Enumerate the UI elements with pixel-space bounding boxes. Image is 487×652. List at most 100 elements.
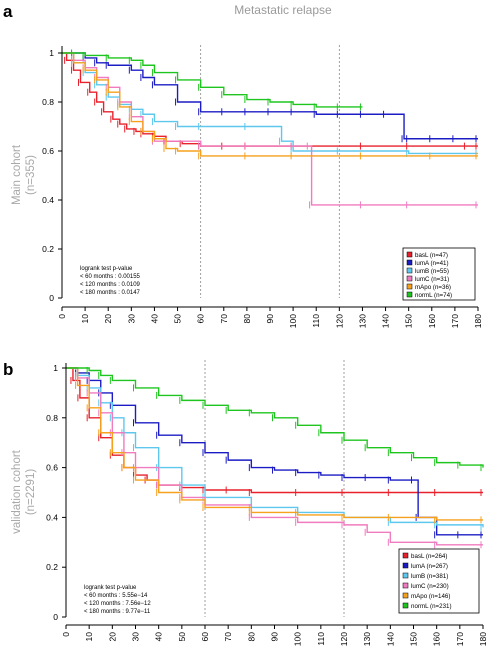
reference-lines-a <box>200 45 340 298</box>
stats-b-line1: logrank test p-value <box>84 585 137 591</box>
x-tick-label-b-8: 80 <box>246 632 256 642</box>
legend-label-b-4: mApo (n=146) <box>411 593 450 600</box>
x-tick-label-a-5: 50 <box>173 314 183 324</box>
survival-curves-b <box>66 366 484 549</box>
x-ticks-b: 0 10 20 30 40 50 60 70 80 90 100 110 120 130 140 150 160… <box>61 625 487 646</box>
legend-a: basL (n=47)lumA (n=41)lumB (n=55)lumC (n… <box>402 247 476 301</box>
stats-box-b: logrank test p-value < 60 months : 5.55e… <box>84 585 151 615</box>
series-a-2 <box>62 52 478 157</box>
x-tick-label-b-18: 180 <box>478 632 487 646</box>
x-tick-label-b-15: 150 <box>409 632 419 646</box>
legend-swatch-b-5 <box>402 602 409 609</box>
x-tick-label-a-7: 70 <box>219 314 229 324</box>
y-tick-label-a-3: 0.6 <box>42 146 54 156</box>
x-tick-label-a-15: 150 <box>404 314 414 328</box>
x-tick-label-b-7: 70 <box>223 632 233 642</box>
x-tick-label-a-16: 160 <box>427 314 437 328</box>
legend-label-b-2: lumB (n=381) <box>411 573 448 580</box>
x-tick-label-a-8: 80 <box>242 314 252 324</box>
x-tick-label-a-13: 130 <box>357 314 367 328</box>
survival-curve-a-4 <box>62 52 478 157</box>
x-tick-label-a-18: 180 <box>473 314 483 328</box>
survival-curve-a-2 <box>62 52 478 155</box>
survival-curve-a-5 <box>62 52 363 108</box>
legend-label-a-5: normL (n=74) <box>415 292 452 299</box>
x-tick-label-a-9: 90 <box>265 314 275 324</box>
x-tick-label-b-14: 140 <box>385 632 395 646</box>
x-tick-label-a-17: 170 <box>450 314 460 328</box>
y-tick-label-b-2: 0.4 <box>46 512 58 522</box>
series-b-3 <box>66 367 483 549</box>
legend-label-a-4: mApo (n=36) <box>415 284 451 291</box>
y-axis-title-a-line1: Main cohort <box>11 144 23 205</box>
y-tick-label-a-0: 0 <box>49 293 54 303</box>
legend-swatch-a-1 <box>406 259 413 266</box>
legend-swatch-b-2 <box>402 572 409 579</box>
stats-b-line2: < 60 months : 5.55e−14 <box>84 593 148 599</box>
x-tick-label-a-3: 30 <box>126 314 136 324</box>
x-tick-label-a-0: 0 <box>57 314 67 319</box>
survival-curve-b-3 <box>66 367 483 546</box>
stats-b-line4: < 180 months : 9.77e−11 <box>84 609 151 615</box>
legend-label-b-5: normL (n=231) <box>411 603 452 610</box>
y-tick-label-b-1: 0.2 <box>46 562 58 572</box>
y-tick-label-a-4: 0.8 <box>42 97 54 107</box>
x-tick-label-b-11: 110 <box>316 632 326 646</box>
x-tick-label-b-4: 40 <box>154 632 164 642</box>
x-tick-label-a-14: 140 <box>381 314 391 328</box>
x-tick-label-b-16: 160 <box>432 632 442 646</box>
legend-swatch-b-1 <box>402 562 409 569</box>
x-tick-label-b-9: 90 <box>270 632 280 642</box>
legend-label-a-0: basL (n=47) <box>415 252 448 259</box>
stats-a-line3: < 120 months : 0.0109 <box>80 282 141 288</box>
survival-curve-b-1 <box>66 367 483 536</box>
x-tick-label-a-6: 60 <box>196 314 206 324</box>
survival-curve-b-2 <box>66 367 484 528</box>
y-tick-label-a-5: 1 <box>49 48 54 58</box>
series-b-4 <box>66 367 483 524</box>
stats-a-line4: < 180 months : 0.0147 <box>80 290 141 296</box>
x-tick-label-b-2: 20 <box>107 632 117 642</box>
y-ticks-b: 0 0.2 0.4 0.6 0.8 1 <box>46 363 66 622</box>
y-tick-label-b-0: 0 <box>53 612 58 622</box>
panel-b: b validation cohort (n=2291) 00.20.40.60… <box>3 360 487 646</box>
legend-label-a-2: lumB (n=55) <box>415 268 449 275</box>
legend-frame-b <box>398 548 480 614</box>
legend-swatch-a-3 <box>406 275 413 282</box>
x-tick-label-b-1: 10 <box>84 632 94 642</box>
survival-curve-b-4 <box>66 367 483 521</box>
axes-b <box>65 363 483 626</box>
stats-a-line1: logrank test p-value <box>80 266 133 272</box>
stats-a-line2: < 60 months : 0.00155 <box>80 274 141 280</box>
y-axis-title-a-line2: (n=355) <box>25 155 37 195</box>
axes-a <box>61 46 478 308</box>
survival-curve-a-1 <box>62 52 478 140</box>
x-tick-label-a-4: 40 <box>149 314 159 324</box>
x-tick-label-b-13: 130 <box>362 632 372 646</box>
survival-curve-b-5 <box>66 367 484 468</box>
legend-swatch-a-4 <box>406 283 413 290</box>
survival-curve-b-0 <box>66 367 483 494</box>
legend-label-a-1: lumA (n=41) <box>415 260 449 267</box>
y-axis-title-b-line2: (n=2291) <box>25 469 37 516</box>
survival-curve-a-3 <box>62 52 478 206</box>
y-ticks-a: 0 0.2 0.4 0.6 0.8 1 <box>42 48 62 303</box>
figure-title: Metastatic relapse <box>234 3 332 17</box>
panel-a: a Main cohort (n=355) 0 0.2 0.4 0.6 0.8 1 0 10… <box>3 2 483 328</box>
y-axis-title-b-line1: validation cohort <box>11 449 23 534</box>
series-a-4 <box>62 52 478 160</box>
legend-label-b-3: lumC (n=230) <box>411 583 449 590</box>
x-tick-label-a-11: 110 <box>311 314 321 328</box>
y-axis-title-a: Main cohort (n=355) <box>11 144 37 205</box>
x-tick-label-a-1: 10 <box>80 314 90 324</box>
legend-swatch-b-3 <box>402 582 409 589</box>
legend-swatch-b-0 <box>402 552 409 559</box>
x-tick-label-a-2: 20 <box>103 314 113 324</box>
x-tick-label-a-10: 100 <box>288 314 298 328</box>
stats-box-a: logrank test p-value < 60 months : 0.001… <box>80 266 141 296</box>
x-tick-label-b-10: 100 <box>293 632 303 646</box>
panel-label-b: b <box>3 360 13 379</box>
x-tick-label-b-3: 30 <box>131 632 141 642</box>
series-a-5 <box>62 49 363 111</box>
